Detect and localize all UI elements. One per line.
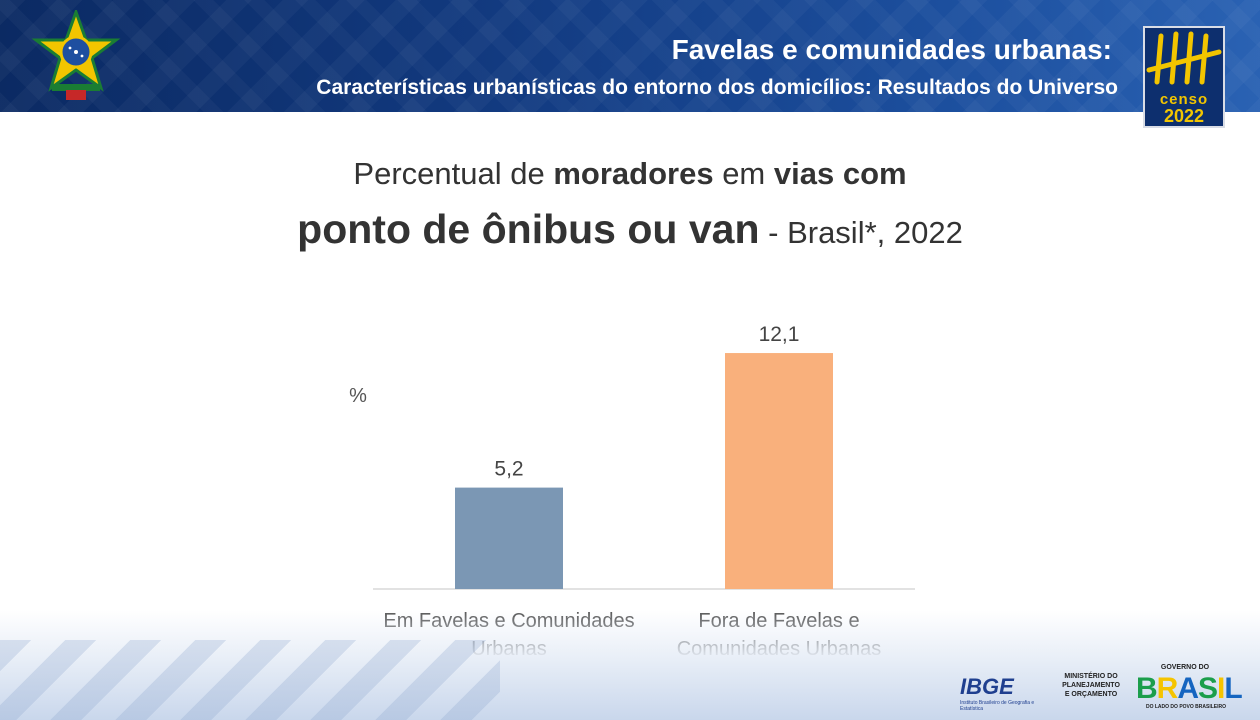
government-label-top: GOVERNO DO — [1160, 664, 1210, 671]
chart-title-line-1: Percentual de moradores em vias com — [0, 156, 1260, 192]
ministry-line: E ORÇAMENTO — [1064, 691, 1118, 698]
brasil-letter: A — [1177, 672, 1199, 705]
ibge-logo: IBGE Instituto Brasileiro de Geografia e… — [960, 674, 1034, 712]
ministry-line: MINISTÉRIO DO — [1064, 673, 1118, 680]
footer-pattern — [0, 640, 500, 720]
header-pattern — [0, 0, 1260, 112]
chart-title-suffix: - Brasil*, 2022 — [759, 215, 963, 250]
chart-title-bold-moradores: moradores — [553, 156, 714, 191]
brasil-letter: I — [1217, 672, 1225, 705]
ministry-logo: MINISTÉRIO DO PLANEJAMENTO E ORÇAMENTO — [1058, 672, 1124, 699]
censo-year: 2022 — [1163, 106, 1205, 126]
header-title: Favelas e comunidades urbanas: — [671, 34, 1112, 65]
chart-title-part: Percentual de — [353, 156, 554, 191]
tally-marks-icon — [1146, 31, 1222, 85]
government-label-bottom: DO LADO DO POVO BRASILEIRO — [1145, 704, 1226, 710]
header-banner: Favelas e comunidades urbanas: Caracterí… — [0, 0, 1260, 112]
government-brasil-wordmark: BRASIL — [1136, 672, 1243, 706]
chart-title-bold-vias: vias com — [773, 156, 907, 191]
bar-value-label: 5,2 — [494, 458, 523, 481]
ministry-line: PLANEJAMENTO — [1062, 682, 1120, 689]
ibge-subtitle: Instituto Brasileiro de Geografia e Esta… — [960, 700, 1035, 712]
bar — [725, 353, 833, 589]
coat-of-arms-icon — [31, 10, 121, 100]
header-subtitle: Características urbanísticas do entorno … — [316, 76, 1118, 99]
censo-word: censo — [1159, 91, 1209, 108]
bar-value-label: 12,1 — [759, 323, 800, 346]
y-axis-unit-label: % — [349, 385, 367, 407]
brasil-letter: R — [1156, 672, 1179, 705]
brasil-letter: L — [1224, 672, 1242, 705]
ibge-wordmark: IBGE — [960, 674, 1014, 699]
chart-title-part: em — [713, 156, 774, 191]
bar — [455, 487, 563, 589]
brasil-letter: B — [1136, 672, 1158, 705]
censo-2022-logo: censo 2022 — [1143, 26, 1225, 128]
chart-title-line-2: ponto de ônibus ou van - Brasil*, 2022 — [0, 206, 1260, 253]
footer-band — [0, 610, 1260, 720]
chart-title-main: ponto de ônibus ou van — [297, 206, 760, 252]
brasil-letter: S — [1198, 672, 1218, 705]
